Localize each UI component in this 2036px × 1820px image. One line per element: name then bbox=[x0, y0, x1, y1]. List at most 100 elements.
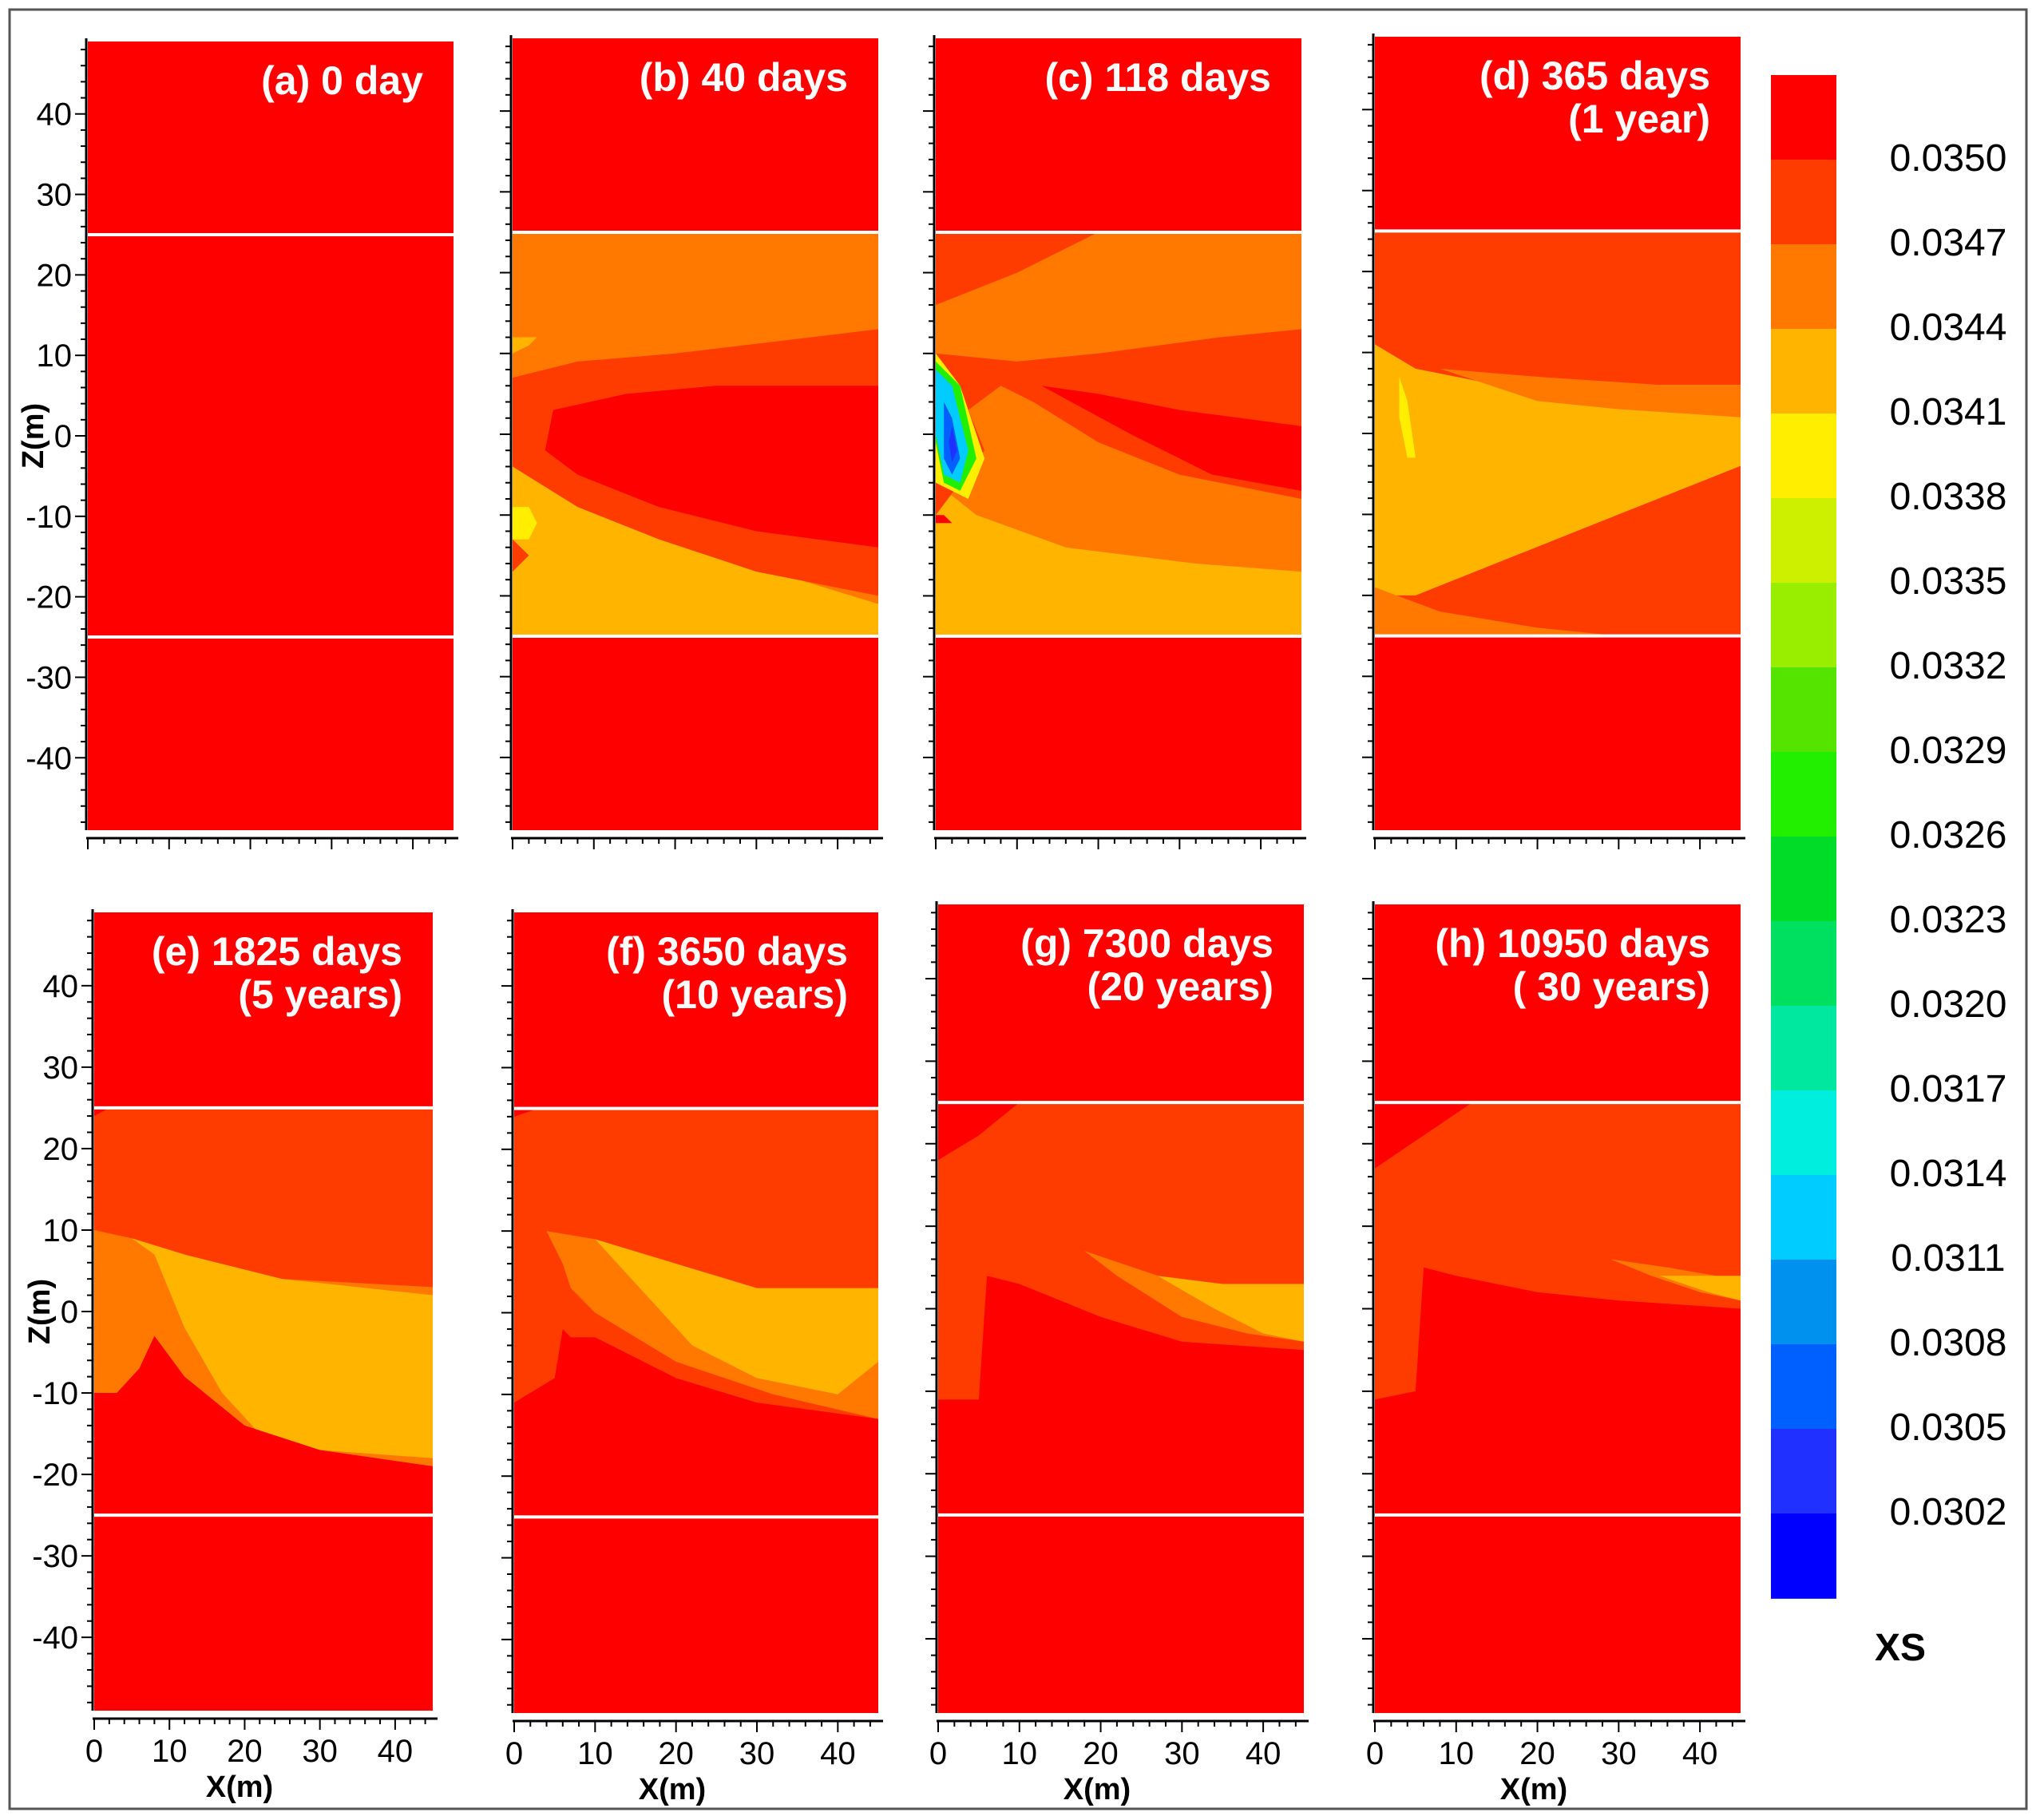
contour-layer bbox=[1375, 1102, 1741, 1515]
contour-region bbox=[513, 466, 878, 637]
colorbar: 0.0350 0.0347 0.0344 0.0341 0.0338 0.0335 0.03… bbox=[1771, 75, 2006, 1669]
colorbar-label: 0.0332 bbox=[1890, 645, 2007, 687]
x-tick-label: 40 bbox=[1682, 1736, 1718, 1771]
colorbar-label: 0.0338 bbox=[1890, 476, 2007, 518]
panel-title: (f) 3650 days bbox=[606, 929, 848, 974]
colorbar-label: 0.0326 bbox=[1890, 814, 2007, 857]
z-tick-label: 30 bbox=[43, 1050, 79, 1086]
colorbar-swatch bbox=[1771, 583, 1836, 668]
panel-subtitle: (1 year) bbox=[1568, 97, 1710, 141]
contour-layer bbox=[513, 231, 878, 637]
x-tick-label: 0 bbox=[929, 1736, 947, 1771]
colorbar-swatch bbox=[1771, 752, 1836, 837]
x-tick-label: 30 bbox=[302, 1734, 338, 1769]
x-axis-label: X(m) bbox=[639, 1773, 706, 1806]
z-tick-label: -10 bbox=[32, 1376, 78, 1411]
x-tick-label: 10 bbox=[1002, 1736, 1038, 1771]
contour-region bbox=[513, 337, 537, 354]
panel-subtitle: ( 30 years) bbox=[1513, 964, 1710, 1009]
contour-region bbox=[1041, 386, 1301, 491]
contour-layer bbox=[936, 231, 1301, 637]
panel-subtitle: (5 years) bbox=[238, 972, 402, 1017]
z-tick-label: -30 bbox=[26, 660, 72, 695]
colorbar-swatch bbox=[1771, 329, 1836, 414]
x-tick-label: 40 bbox=[820, 1736, 856, 1771]
contour-region bbox=[1157, 1276, 1304, 1342]
x-tick-label: 30 bbox=[1164, 1736, 1200, 1771]
x-tick-label: 30 bbox=[739, 1736, 775, 1771]
colorbar-swatch bbox=[1771, 921, 1836, 1007]
contour-layer bbox=[1375, 231, 1741, 644]
colorbar-label: 0.0350 bbox=[1890, 137, 2007, 180]
colorbar-label: 0.0341 bbox=[1890, 391, 2007, 433]
panel-b: (b) 40 days bbox=[500, 35, 883, 849]
contour-region bbox=[1375, 587, 1619, 636]
x-tick-label: 30 bbox=[1601, 1736, 1637, 1771]
z-tick-label: 0 bbox=[61, 1295, 78, 1330]
x-tick-label: 0 bbox=[505, 1736, 523, 1771]
colorbar-swatch bbox=[1771, 1006, 1836, 1091]
contour-region bbox=[545, 386, 878, 548]
colorbar-swatch bbox=[1771, 1090, 1836, 1176]
contour-region bbox=[1440, 368, 1741, 417]
x-axis-label: X(m) bbox=[1500, 1773, 1567, 1806]
colorbar-label: 0.0314 bbox=[1890, 1153, 2007, 1195]
x-tick-label: 10 bbox=[152, 1734, 188, 1769]
colorbar-label: 0.0302 bbox=[1890, 1491, 2007, 1533]
panel-subtitle: (10 years) bbox=[662, 972, 849, 1017]
contour-region bbox=[1375, 1267, 1741, 1515]
contour-region bbox=[1375, 1102, 1473, 1169]
z-axis-label: Z(m) bbox=[23, 1279, 57, 1344]
panel-g: 0 10 20 30 40 X(m) (g) 7300 days(20 years) bbox=[925, 901, 1309, 1806]
contour-region bbox=[936, 515, 953, 524]
z-tick-label: 40 bbox=[37, 97, 73, 133]
x-axis-label: X(m) bbox=[1064, 1773, 1131, 1806]
x-tick-label: 20 bbox=[227, 1734, 263, 1769]
contour-region bbox=[1375, 635, 1741, 644]
panel-title: (d) 365 days bbox=[1479, 53, 1710, 98]
contour-layer bbox=[94, 1107, 433, 1516]
colorbar-label: 0.0308 bbox=[1890, 1322, 2007, 1364]
panel-c: (c) 118 days bbox=[923, 35, 1306, 849]
colorbar-label: 0.0329 bbox=[1890, 730, 2007, 772]
x-tick-label: 40 bbox=[378, 1734, 414, 1769]
panel-d: (d) 365 days(1 year) bbox=[1362, 34, 1745, 849]
contour-region bbox=[513, 507, 537, 540]
z-tick-label: 0 bbox=[54, 419, 72, 454]
z-axis-label: Z(m) bbox=[17, 403, 50, 469]
colorbar-label: 0.0347 bbox=[1890, 222, 2007, 264]
z-tick-label: 10 bbox=[43, 1213, 79, 1248]
colorbar-swatch bbox=[1771, 75, 1836, 160]
panel-background bbox=[88, 42, 454, 830]
contour-layer bbox=[514, 1108, 878, 1517]
z-tick-label: 40 bbox=[43, 969, 79, 1004]
colorbar-swatch bbox=[1771, 1175, 1836, 1260]
contour-region bbox=[595, 1239, 878, 1395]
z-tick-label: -20 bbox=[32, 1458, 78, 1493]
panel-title: (g) 7300 days bbox=[1020, 921, 1273, 966]
colorbar-label: 0.0311 bbox=[1891, 1237, 2005, 1280]
contour-layer bbox=[938, 1102, 1304, 1515]
z-tick-label: -10 bbox=[26, 500, 72, 535]
colorbar-label: 0.0323 bbox=[1890, 899, 2007, 941]
z-tick-label: 30 bbox=[37, 178, 73, 213]
colorbar-swatch bbox=[1771, 413, 1836, 499]
colorbar-swatch bbox=[1771, 498, 1836, 584]
x-tick-label: 20 bbox=[658, 1736, 694, 1771]
panel-a: 40 30 20 10 0 -10 -20 -30 -40 Z(m) (a) 0 day bbox=[17, 38, 458, 849]
panel-title: (e) 1825 days bbox=[152, 929, 402, 974]
x-axis-label: X(m) bbox=[206, 1771, 273, 1804]
contour-region bbox=[94, 1107, 109, 1117]
contour-region bbox=[1659, 1276, 1741, 1301]
z-tick-label: 10 bbox=[37, 338, 73, 374]
contour-region bbox=[1399, 377, 1416, 458]
x-tick-label: 0 bbox=[1366, 1736, 1384, 1771]
panel-title: (b) 40 days bbox=[640, 55, 848, 100]
colorbar-label: 0.0335 bbox=[1890, 560, 2007, 603]
colorbar-swatch bbox=[1771, 1260, 1836, 1345]
x-tick-label: 10 bbox=[577, 1736, 613, 1771]
panel-h: 0 10 20 30 40 X(m) (h) 10950 days( 30 years) bbox=[1362, 901, 1745, 1806]
panel-subtitle: (20 years) bbox=[1087, 964, 1274, 1009]
